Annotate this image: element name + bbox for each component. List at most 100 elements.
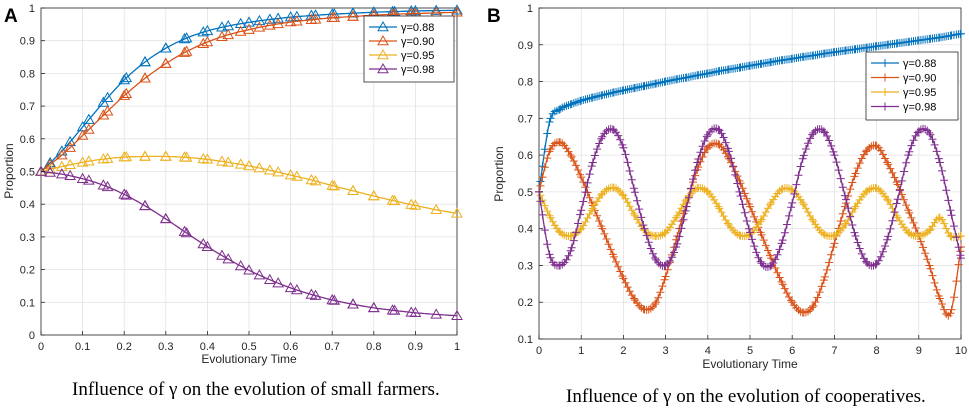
chart-a-y-tick-label: 0.1 [20,297,35,309]
chart-b-data-point [574,165,583,174]
chart-b-data-point [942,186,951,195]
chart-b-data-point [714,125,723,134]
chart-b-data-point [876,146,885,155]
chart-a-data-point [405,5,418,16]
chart-b-data-point [579,96,588,105]
chart-b-data-point [597,134,606,143]
chart-b-data-point [742,217,751,226]
chart-b-y-tick-label: 1 [527,3,533,15]
chart-b-data-point [930,140,939,149]
chart-b-data-point [900,195,909,204]
chart-b-data-point [540,163,549,172]
chart-b-data-point [947,211,956,220]
chart-a-data-point [451,6,463,17]
chart-a-data-point [272,166,284,177]
chart-b-data-point [588,93,597,102]
chart-b-data-point [585,210,594,219]
chart-a-data-point [82,123,95,134]
chart-b-data-point [905,147,914,156]
chart-b-series-4 [535,124,965,272]
chart-a-x-tick-label: 0.2 [117,341,132,353]
chart-b-x-tick-label: 10 [955,345,967,357]
chart-b-data-point [886,164,895,173]
chart-b-data-point [944,196,953,205]
chart-b-data-point [928,271,937,280]
chart-b-x-label: Evolutionary Time [702,357,798,371]
chart-b-data-point [954,243,963,252]
panel-letter-b: B [487,6,501,27]
chart-b-data-point [677,217,686,226]
chart-panel-b: B 0 1 2 3 4 5 6 7 8 9 10 0.10.20.30.40.50.60.70.80… [487,3,967,407]
chart-b-data-point [727,154,736,163]
chart-b-data-point [836,217,845,226]
chart-b-data-point [625,202,634,211]
chart-a-data-point [451,309,463,320]
chart-a-y-tick-label: 0.7 [20,101,35,113]
chart-b-data-point [723,219,732,228]
chart-a-data-point [409,199,422,210]
chart-b-data-point [558,260,567,269]
chart-a-data-point [120,87,133,99]
chart-a-data-point [55,149,68,160]
chart-b-data-point [616,135,625,144]
chart-b-data-point [820,272,829,281]
chart-b-data-point [567,99,576,108]
chart-b-data-point [778,280,787,289]
chart-b-data-point [550,221,559,230]
chart-b-data-point [740,208,749,217]
panel-letter-a: A [4,6,18,27]
chart-a-y-tick-label: 1 [29,3,35,15]
chart-a-x-tick-label: 0.5 [241,341,256,353]
chart-b-data-point [801,308,810,317]
chart-a-data-point [118,73,131,85]
chart-b-data-point [702,132,711,141]
chart-b-x-tick-label: 3 [663,345,669,357]
chart-b-data-point [710,195,719,204]
chart-b-data-point [859,254,868,263]
chart-a-data-point [263,164,276,175]
chart-a-data-point [451,4,463,15]
chart-b-data-point [855,244,864,253]
chart-b-data-point [679,215,688,224]
chart-b-data-point [593,197,602,206]
chart-b-data-point [545,250,554,259]
chart-a-data-point [290,170,303,181]
chart-a-data-point [82,113,95,124]
chart-b-data-point [675,208,684,217]
chart-b-data-point [567,243,576,252]
chart-b-data-point [689,175,698,184]
chart-b-data-point [815,288,824,297]
chart-b-data-point [564,251,573,260]
chart-a-x-tick-label: 1 [454,341,460,353]
chart-b-data-point [952,233,961,242]
chart-b-data-point [808,303,817,312]
chart-a-data-point [328,294,341,305]
chart-b-data-point [698,152,707,161]
chart-a-data-point [243,16,255,27]
chart-b-data-point [546,253,555,262]
chart-b-data-point [567,231,576,240]
chart-b-data-point [616,267,625,276]
chart-b-data-point [675,232,684,241]
chart-b-data-point [604,184,613,193]
chart-b-data-point [593,211,602,220]
chart-b-data-point [921,249,930,258]
chart-b-data-point [712,199,721,208]
chart-b-data-point [763,246,772,255]
chart-b-data-point [785,211,794,220]
chart-b-data-point [811,298,820,307]
chart-a-data-point [272,12,284,23]
chart-b-data-point [651,254,660,263]
chart-b-data-point [823,265,832,274]
chart-b-data-point [930,278,939,287]
chart-a-data-point [120,189,133,200]
chart-b-data-point [752,248,761,257]
chart-a-data-point [386,304,399,315]
chart-b-data-point [935,158,944,167]
chart-a-data-point [197,238,210,249]
chart-b-legend-marker [881,102,889,111]
chart-b-data-point [785,293,794,301]
chart-b-data-point [750,242,759,251]
chart-b-data-point [804,208,813,217]
chart-b-data-point [853,199,862,208]
